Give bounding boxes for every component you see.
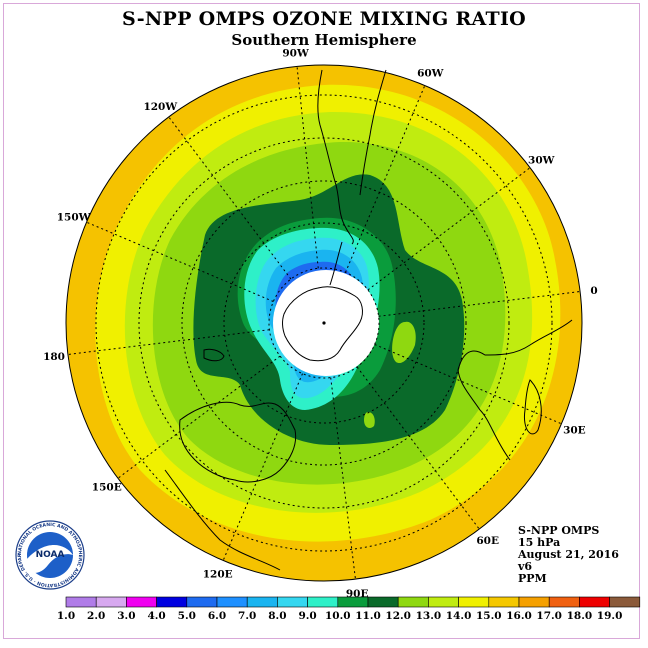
colorbar-tick-label: 8.0 — [268, 610, 286, 622]
map-boundary — [65, 64, 583, 582]
colorbar-swatch — [367, 596, 399, 608]
meridian-line — [168, 116, 292, 280]
colorbar-tick-label: 17.0 — [536, 610, 562, 622]
colorbar-tick-label: 11.0 — [355, 610, 381, 622]
latitude-circle-70 — [223, 222, 425, 424]
africa-coast — [457, 319, 573, 461]
meridian-line — [367, 167, 531, 291]
longitude-label: 120E — [203, 568, 233, 580]
colorbar-swatch — [65, 596, 97, 608]
meridian-line — [356, 366, 480, 530]
latitude-circle-80 — [268, 267, 380, 379]
antarctic-peninsula — [329, 241, 343, 286]
meridian-line — [378, 291, 581, 317]
colorbar-swatch — [126, 596, 157, 608]
colorbar-swatch — [579, 596, 610, 608]
colorbar-swatch — [518, 596, 550, 608]
longitude-label: 120W — [143, 101, 177, 113]
longitude-label: 30W — [528, 154, 555, 166]
logo-acronym: NOAA — [36, 550, 65, 560]
colorbar-swatch — [548, 596, 580, 608]
inner-patch-12 — [392, 321, 416, 364]
colorbar-tick-label: 16.0 — [506, 610, 532, 622]
colorbar-swatch — [609, 596, 641, 608]
colorbar-tick-label: 3.0 — [117, 610, 135, 622]
polar-data-gap — [273, 270, 379, 376]
colorbar-tick-label: 10.0 — [325, 610, 351, 622]
longitude-label: 60E — [476, 535, 499, 547]
colorbar-tick-label: 5.0 — [178, 610, 196, 622]
meridian-line — [117, 355, 281, 479]
new-zealand-coast — [203, 348, 225, 362]
info-level: 15 hPa — [518, 536, 561, 549]
asia-coast — [164, 469, 281, 571]
meridian-line — [374, 344, 562, 425]
latitude-circle-50 — [138, 137, 510, 509]
longitude-label: 90W — [282, 47, 309, 59]
inner-patch-12b — [364, 412, 375, 428]
info-version: v6 — [518, 560, 533, 573]
south-america-coast — [317, 69, 354, 245]
map-subtitle: Southern Hemisphere — [231, 31, 417, 49]
info-block: S-NPP OMPS 15 hPa August 21, 2016 v6 PPM — [518, 525, 619, 585]
seagull-icon — [27, 545, 73, 573]
colorbar-tick-label: 13.0 — [416, 610, 442, 622]
info-instrument: S-NPP OMPS — [518, 524, 600, 537]
antarctica-coast — [282, 286, 363, 362]
longitude-label: 0 — [590, 285, 597, 297]
colorbar-tick-label: 12.0 — [385, 610, 411, 622]
colorbar-tick-label: 1.0 — [57, 610, 75, 622]
meridian-line — [345, 85, 426, 273]
info-units: PPM — [518, 572, 547, 585]
longitude-label: 180 — [43, 351, 65, 363]
colorbar-swatch — [397, 596, 429, 608]
colorbar-tick-label: 19.0 — [597, 610, 623, 622]
colorbar-swatch — [246, 596, 278, 608]
colorbar-swatch — [216, 596, 248, 608]
colorbar-swatch — [95, 596, 127, 608]
latitude-circle-40 — [95, 94, 553, 552]
noaa-logo: NATIONAL OCEANIC AND ATMOSPHERIC ADMINIS… — [14, 519, 85, 590]
meridian-line — [67, 329, 270, 355]
meridian-line — [222, 373, 303, 561]
latitude-circle-60 — [181, 180, 467, 466]
colorbar-swatch — [277, 596, 308, 608]
south-america-east — [359, 69, 387, 196]
longitude-label: 60W — [417, 68, 444, 80]
colorbar-swatch — [156, 596, 188, 608]
colorbar-tick-label: 18.0 — [567, 610, 593, 622]
longitude-label: 150W — [57, 212, 91, 224]
colorbar-tick-label: 15.0 — [476, 610, 502, 622]
colorbar-labels: 1.0 2.0 3.0 4.0 5.0 6.0 7.0 8.0 9.0 10.0 11.0 12.0 1… — [57, 610, 623, 622]
meridian-line — [330, 377, 356, 580]
meridian-line — [296, 66, 319, 269]
colorbar-tick-label: 9.0 — [298, 610, 316, 622]
info-date: August 21, 2016 — [518, 548, 619, 561]
colorbar-swatch — [428, 596, 459, 608]
colorbar-swatch — [488, 596, 520, 608]
colorbar-swatch — [186, 596, 218, 608]
meridian-line — [86, 221, 274, 302]
longitude-label: 150E — [92, 482, 122, 494]
south-pole-marker — [322, 321, 326, 325]
colorbar-tick-label: 2.0 — [87, 610, 105, 622]
meridian-lines — [67, 66, 581, 580]
longitude-label: 30E — [563, 424, 586, 436]
colorbar-boxes — [65, 596, 641, 608]
map-title: S-NPP OMPS OZONE MIXING RATIO — [121, 8, 527, 30]
madagascar-coast — [523, 379, 542, 435]
colorbar-tick-label: 4.0 — [147, 610, 165, 622]
colorbar-swatch — [337, 596, 369, 608]
coastlines — [164, 69, 573, 571]
colorbar-tick-label: 14.0 — [446, 610, 472, 622]
colorbar-tick-label: 6.0 — [208, 610, 226, 622]
graticule — [67, 66, 581, 580]
australia-coast — [179, 401, 297, 483]
colorbar-tick-label: 7.0 — [238, 610, 256, 622]
colorbar-swatch — [458, 596, 490, 608]
colorbar-swatch — [307, 596, 339, 608]
